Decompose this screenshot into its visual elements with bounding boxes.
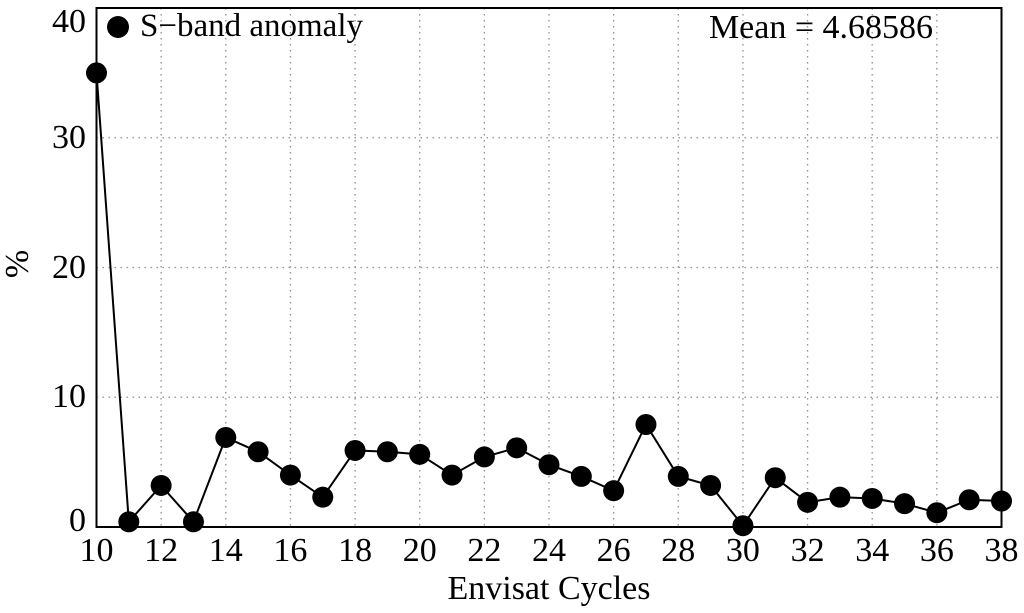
data-point-marker bbox=[732, 515, 754, 537]
data-point-marker bbox=[376, 441, 398, 463]
data-point-marker bbox=[312, 486, 334, 508]
x-tick-label: 28 bbox=[661, 532, 696, 569]
legend: S−band anomaly bbox=[107, 10, 363, 43]
x-tick-label: 30 bbox=[725, 532, 760, 569]
data-point-marker bbox=[506, 437, 528, 459]
data-point-marker bbox=[215, 426, 237, 448]
data-point-marker bbox=[538, 454, 560, 476]
data-point-marker bbox=[247, 441, 269, 463]
x-axis-label: Envisat Cycles bbox=[447, 570, 651, 607]
y-tick-label: 0 bbox=[69, 502, 86, 539]
x-tick-label: 34 bbox=[855, 532, 890, 569]
x-tick-label: 20 bbox=[402, 532, 437, 569]
y-tick-label: 40 bbox=[52, 3, 86, 40]
data-point-marker bbox=[861, 487, 883, 509]
x-tick-label: 14 bbox=[208, 532, 243, 569]
y-tick-label: 10 bbox=[52, 378, 86, 416]
x-tick-label: 38 bbox=[984, 532, 1019, 569]
x-tick-label: 18 bbox=[338, 532, 373, 569]
x-tick-label: 26 bbox=[596, 532, 631, 569]
x-tick-label: 12 bbox=[144, 532, 179, 569]
data-point-marker bbox=[603, 480, 625, 502]
y-tick-label: 20 bbox=[52, 248, 86, 286]
data-point-marker bbox=[667, 465, 689, 487]
data-point-marker bbox=[926, 502, 948, 524]
filled-circle-icon bbox=[107, 15, 129, 38]
x-tick-label: 10 bbox=[79, 532, 114, 569]
x-tick-label: 24 bbox=[532, 532, 566, 569]
data-point-marker bbox=[991, 490, 1012, 512]
data-point-marker bbox=[279, 464, 301, 486]
data-point-marker bbox=[182, 511, 204, 533]
legend-label: S−band anomaly bbox=[140, 8, 363, 44]
x-tick-label: 16 bbox=[273, 532, 308, 569]
data-point-marker bbox=[700, 474, 722, 496]
x-tick-label: 36 bbox=[919, 532, 954, 569]
data-point-marker bbox=[150, 474, 172, 496]
data-point-marker bbox=[570, 465, 592, 487]
plot-border bbox=[95, 7, 1003, 528]
data-point-marker bbox=[797, 491, 819, 513]
data-point-marker bbox=[829, 486, 851, 508]
mean-annotation: Mean = 4.68586 bbox=[708, 9, 934, 46]
data-point-marker bbox=[958, 489, 980, 511]
y-tick-label: 30 bbox=[52, 118, 86, 156]
x-tick-label: 32 bbox=[790, 532, 825, 569]
x-tick-label: 22 bbox=[467, 532, 502, 569]
data-point-marker bbox=[409, 443, 431, 465]
data-point-marker bbox=[894, 493, 916, 515]
data-point-marker bbox=[441, 464, 463, 486]
data-point-marker bbox=[86, 62, 107, 84]
data-point-marker bbox=[344, 439, 366, 461]
data-point-marker bbox=[118, 511, 140, 533]
data-point-marker bbox=[473, 446, 495, 468]
data-point-marker bbox=[764, 467, 786, 489]
data-point-marker bbox=[635, 413, 657, 435]
